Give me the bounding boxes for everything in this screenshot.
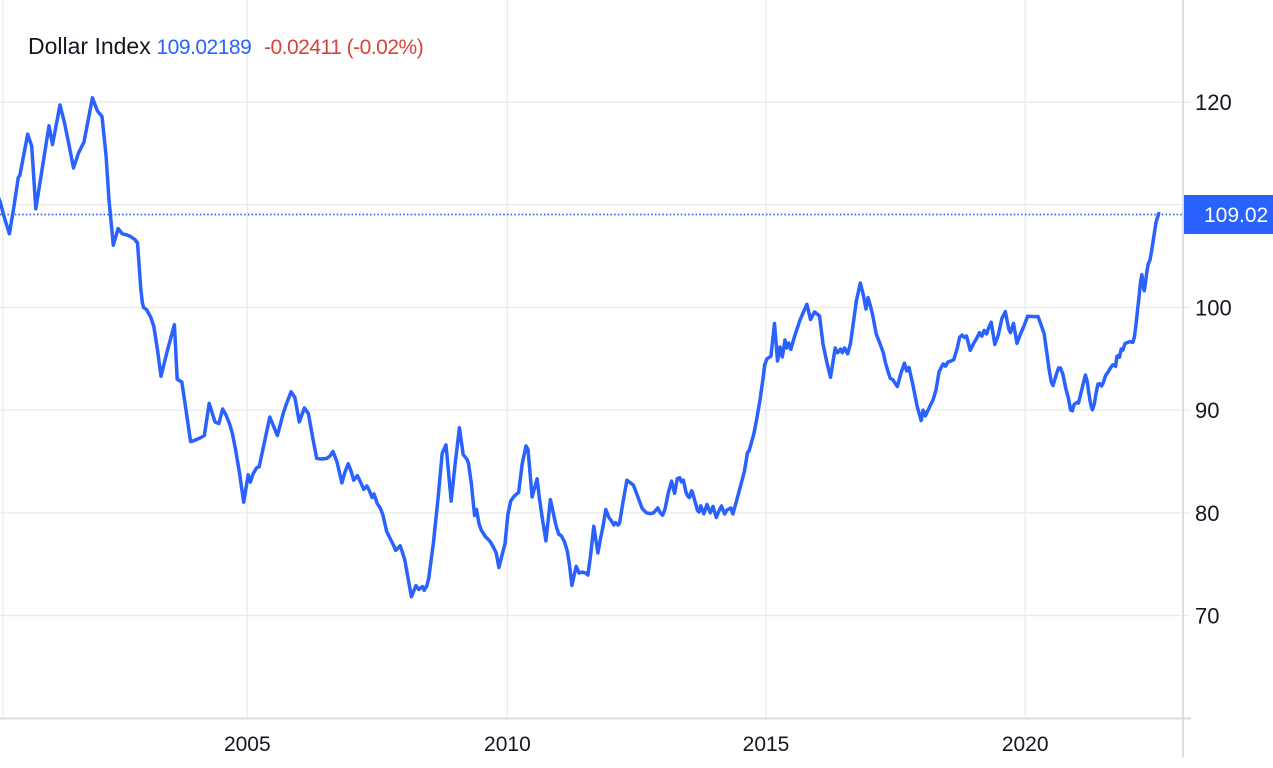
- svg-text:2010: 2010: [484, 733, 531, 756]
- svg-text:80: 80: [1195, 501, 1219, 526]
- svg-text:2005: 2005: [224, 733, 271, 756]
- svg-text:Dollar Index: Dollar Index: [28, 33, 151, 59]
- svg-text:2020: 2020: [1002, 733, 1049, 756]
- svg-text:-0.02411 (-0.02%): -0.02411 (-0.02%): [264, 36, 423, 59]
- svg-text:109.02189: 109.02189: [157, 36, 252, 59]
- svg-text:109.02: 109.02: [1204, 204, 1268, 227]
- svg-text:2015: 2015: [743, 733, 790, 756]
- svg-text:70: 70: [1195, 604, 1219, 629]
- svg-text:120: 120: [1195, 90, 1232, 115]
- svg-text:90: 90: [1195, 398, 1219, 423]
- svg-text:100: 100: [1195, 295, 1232, 320]
